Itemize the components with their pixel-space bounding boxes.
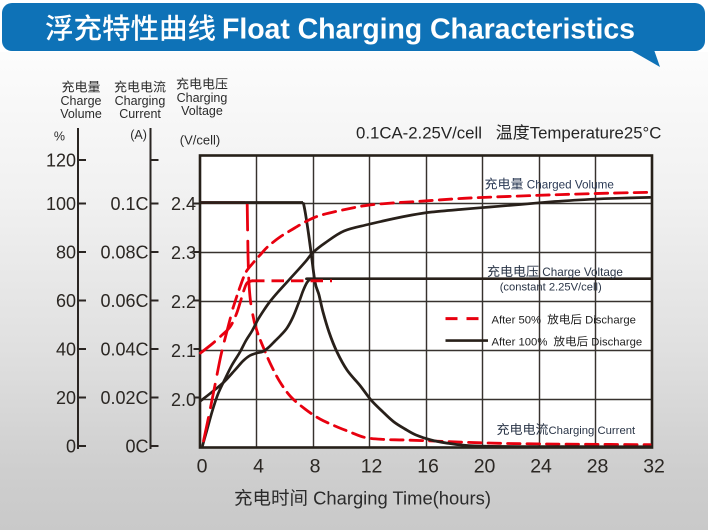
svg-text:40: 40	[56, 339, 76, 359]
svg-text:2.0: 2.0	[171, 390, 196, 410]
svg-text:Discharge: Discharge	[591, 337, 642, 349]
svg-text:2.4: 2.4	[171, 194, 196, 214]
svg-text:Charge Voltage: Charge Voltage	[542, 266, 623, 279]
svg-text:120: 120	[46, 150, 76, 170]
svg-text:0.04C: 0.04C	[101, 339, 149, 359]
svg-text:Temperature25°C: Temperature25°C	[530, 124, 662, 143]
svg-text:0.02C: 0.02C	[101, 388, 149, 408]
svg-text:8: 8	[310, 455, 321, 477]
svg-text:24: 24	[530, 455, 552, 477]
svg-text:Charging Time(hours): Charging Time(hours)	[313, 488, 491, 509]
svg-text:16: 16	[417, 455, 439, 477]
svg-text:Current: Current	[119, 107, 161, 121]
svg-text:Float Charging Characteristics: Float Charging Characteristics	[222, 14, 635, 46]
svg-text:2.2: 2.2	[171, 292, 196, 312]
svg-text:32: 32	[643, 455, 665, 477]
svg-text:12: 12	[361, 455, 383, 477]
svg-text:0.08C: 0.08C	[101, 242, 149, 262]
svg-text:(V/cell): (V/cell)	[180, 133, 220, 148]
svg-text:0.1CA-2.25V/cell: 0.1CA-2.25V/cell	[356, 124, 482, 143]
svg-text:0: 0	[197, 455, 208, 477]
svg-text:2.1: 2.1	[171, 341, 196, 361]
svg-text:After 50%: After 50%	[492, 315, 542, 327]
svg-text:Charging Current: Charging Current	[549, 425, 637, 437]
svg-text:(A): (A)	[130, 128, 147, 142]
svg-text:2.3: 2.3	[171, 243, 196, 263]
svg-text:(constant 2.25V/cell): (constant 2.25V/cell)	[500, 282, 602, 294]
svg-text:60: 60	[56, 291, 76, 311]
svg-text:Voltage: Voltage	[181, 104, 223, 118]
svg-text:After 100%: After 100%	[492, 337, 548, 349]
svg-text:0C: 0C	[126, 436, 149, 456]
svg-text:80: 80	[56, 242, 76, 262]
svg-text:20: 20	[56, 388, 76, 408]
svg-text:0.1C: 0.1C	[111, 194, 149, 214]
svg-text:100: 100	[46, 194, 76, 214]
svg-text:20: 20	[474, 455, 496, 477]
svg-text:0.06C: 0.06C	[101, 291, 149, 311]
svg-text:Volume: Volume	[60, 107, 102, 121]
svg-text:Charged Volume: Charged Volume	[527, 179, 614, 192]
svg-text:0: 0	[66, 436, 76, 456]
svg-text:4: 4	[253, 455, 264, 477]
svg-text:Charging: Charging	[177, 91, 228, 105]
svg-text:Charge: Charge	[61, 94, 102, 108]
svg-text:Discharge: Discharge	[585, 315, 636, 327]
svg-text:Charging: Charging	[115, 94, 166, 108]
svg-text:%: %	[54, 130, 65, 144]
svg-text:28: 28	[587, 455, 609, 477]
